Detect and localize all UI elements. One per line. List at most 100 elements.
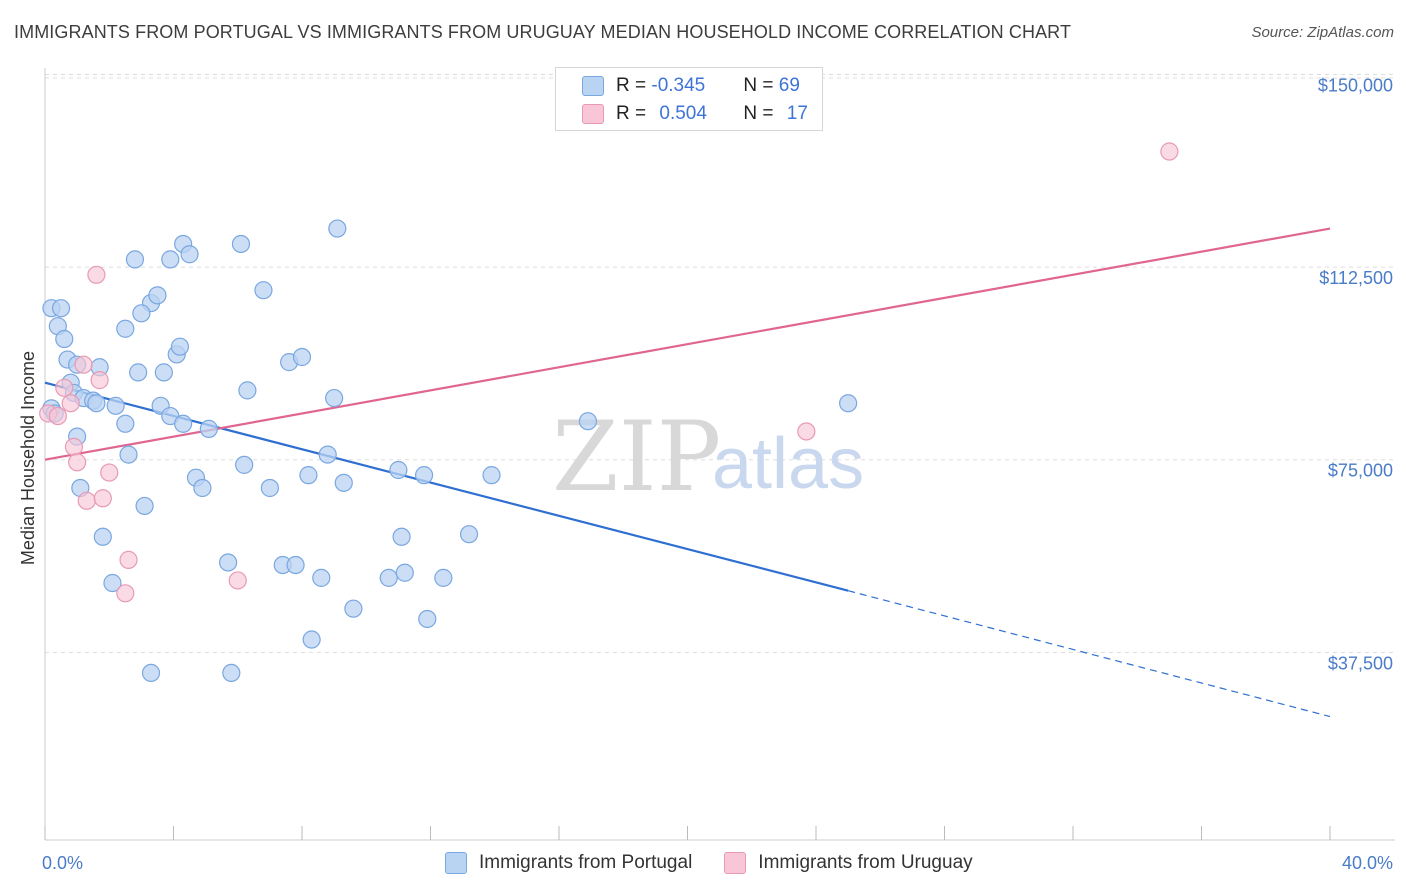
point-uruguay <box>1160 142 1179 161</box>
y-tick-labels: $37,500 $75,000 $112,500 $150,000 <box>1318 75 1393 673</box>
point-portugal <box>193 478 212 498</box>
point-portugal <box>106 396 125 415</box>
point-portugal <box>334 473 353 492</box>
source-label: Source: ZipAtlas.com <box>1251 24 1394 41</box>
point-uruguay <box>119 550 138 569</box>
point-uruguay <box>93 489 112 508</box>
x-tick-label: 0.0% <box>42 853 83 873</box>
legend-label-uruguay: Immigrants from Uruguay <box>758 852 973 873</box>
point-uruguay <box>77 491 96 510</box>
point-portugal <box>839 394 858 413</box>
point-uruguay <box>74 355 93 374</box>
point-portugal <box>231 234 251 254</box>
point-portugal <box>119 445 138 464</box>
point-portugal <box>459 525 479 544</box>
legend-item-uruguay: Immigrants from Uruguay <box>724 852 973 874</box>
point-portugal <box>389 460 408 480</box>
point-portugal <box>161 250 180 269</box>
point-uruguay <box>68 453 87 472</box>
point-portugal <box>434 568 453 587</box>
legend-n-label: N = <box>743 103 779 124</box>
point-portugal <box>302 630 321 649</box>
point-uruguay <box>797 422 816 441</box>
point-portugal <box>129 363 148 382</box>
point-portugal <box>318 445 337 464</box>
point-uruguay <box>55 378 74 397</box>
point-portugal <box>312 568 331 587</box>
point-portugal <box>174 414 193 433</box>
point-portugal <box>148 286 167 305</box>
point-uruguay <box>100 463 119 482</box>
point-portugal <box>222 663 241 683</box>
y-axis-label: Median Household Income <box>18 351 38 565</box>
watermark-atlas: atlas <box>712 424 864 504</box>
point-portugal <box>392 527 411 546</box>
point-portugal <box>328 219 347 238</box>
point-portugal <box>395 563 414 582</box>
axes <box>44 68 1395 841</box>
legend-swatch-uruguay <box>582 104 604 124</box>
point-portugal <box>235 455 254 474</box>
gridlines <box>45 73 1395 653</box>
point-portugal <box>482 466 501 485</box>
chart-title: IMMIGRANTS FROM PORTUGAL VS IMMIGRANTS F… <box>14 22 1072 42</box>
point-portugal <box>180 245 199 264</box>
point-portugal <box>116 319 135 338</box>
point-portugal <box>414 466 434 485</box>
point-portugal <box>87 394 106 413</box>
point-portugal <box>199 419 218 439</box>
point-uruguay <box>64 437 84 456</box>
y-tick-label: $112,500 <box>1319 268 1393 288</box>
point-portugal <box>154 363 173 382</box>
point-uruguay <box>48 406 67 426</box>
point-portugal <box>51 299 71 318</box>
point-portugal <box>260 478 279 498</box>
point-portugal <box>55 329 74 349</box>
data-points <box>39 142 1179 683</box>
y-tick-label: $75,000 <box>1328 461 1393 481</box>
legend-swatch-portugal <box>582 76 604 96</box>
point-uruguay <box>87 265 106 284</box>
point-portugal <box>325 388 344 408</box>
watermark-zip: ZIP <box>552 401 721 513</box>
x-tick-labels: 0.0% 40.0% <box>42 853 1393 873</box>
point-portugal <box>116 414 135 433</box>
x-tick-label: 40.0% <box>1342 853 1393 873</box>
legend-r-label: R = <box>616 75 652 96</box>
point-portugal <box>254 281 273 300</box>
point-portugal <box>578 412 598 431</box>
legend-r-value: -0.345 <box>651 75 706 96</box>
legend-n-value: 69 <box>778 75 800 96</box>
point-portugal <box>292 347 312 367</box>
legend-row-uruguay: R = 0.504 N = 17 <box>582 102 808 126</box>
correlation-legend: R = -0.345 N = 69 R = 0.504 N = 17 <box>555 67 823 131</box>
legend-r-value: 0.504 <box>659 103 707 124</box>
legend-label-portugal: Immigrants from Portugal <box>479 852 693 873</box>
point-uruguay <box>90 371 109 390</box>
point-portugal <box>299 466 318 485</box>
legend-swatch-uruguay <box>724 852 747 874</box>
legend-row-portugal: R = -0.345 N = 69 <box>582 74 800 98</box>
y-tick-label: $150,000 <box>1318 75 1393 95</box>
watermark: ZIP atlas <box>552 401 864 513</box>
point-portugal <box>103 573 122 593</box>
point-uruguay <box>116 584 135 603</box>
legend-item-portugal: Immigrants from Portugal <box>445 852 692 874</box>
legend-swatch-portugal <box>445 852 467 874</box>
legend-n-value: 17 <box>786 103 808 124</box>
point-portugal <box>125 250 145 269</box>
point-uruguay <box>228 571 247 590</box>
point-portugal <box>135 496 154 516</box>
point-portugal <box>219 553 238 572</box>
trendline-portugal-extension <box>847 590 1331 718</box>
point-portugal <box>141 663 161 683</box>
y-tick-label: $37,500 <box>1328 653 1393 673</box>
point-portugal <box>93 527 112 546</box>
point-portugal <box>379 568 398 587</box>
point-portugal <box>418 609 437 629</box>
series-legend: Immigrants from Portugal Immigrants from… <box>445 852 1005 874</box>
legend-n-label: N = <box>743 75 779 96</box>
trendline-uruguay <box>44 227 1331 461</box>
point-portugal <box>170 337 190 356</box>
